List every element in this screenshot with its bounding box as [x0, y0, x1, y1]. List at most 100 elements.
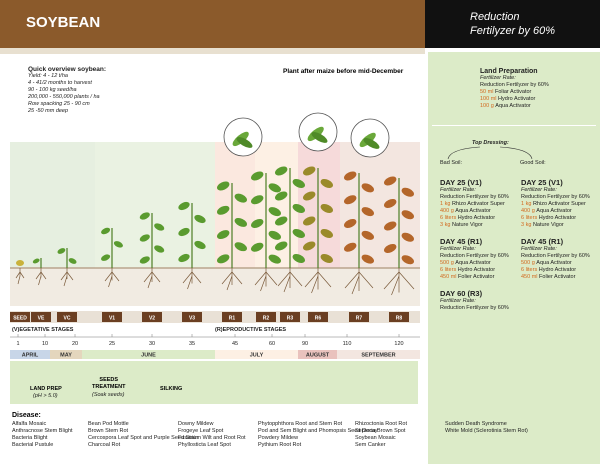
stage-box	[349, 312, 369, 322]
right-panel	[428, 52, 600, 464]
dose-product: Rhizo Activator Super	[532, 201, 586, 207]
leaf	[292, 254, 305, 263]
disease-item: Soybean Mosaic	[355, 435, 396, 441]
roots	[221, 268, 243, 291]
day-label: 60	[269, 341, 275, 347]
dose-line: 6 liters Hydro Activator	[521, 215, 590, 222]
lp-title: Land Preparation	[480, 68, 538, 75]
flow-seeds-line: TREATMENT	[92, 384, 126, 390]
leaf	[154, 245, 165, 253]
leaf	[401, 187, 414, 197]
land-preparation: Land Preparation Fertilizer Rate: Reduct…	[480, 68, 549, 110]
stage-box	[308, 312, 328, 322]
dose-product: Folier Activator	[539, 274, 576, 280]
disease-column: Phytopphthora Root and Stem Rot Pod and S…	[258, 421, 378, 449]
disease-heading: Disease:	[12, 412, 41, 419]
roots	[304, 268, 332, 294]
dose-product: Aqua Activator	[536, 208, 572, 214]
dose-product: Nature Vigor	[451, 222, 483, 228]
disease-item: Rhizoctonia Root Rot	[355, 421, 407, 427]
flow-land-prep: LAND PREP	[30, 386, 62, 392]
leaf	[401, 210, 414, 220]
dose-rate: Fertilizer Rate:	[521, 246, 557, 252]
dose-product: Folier Activator	[458, 274, 495, 280]
flow-seeds-line: SEEDS	[99, 377, 119, 383]
dose-day: DAY 25 (V1)	[440, 178, 482, 187]
disease-item: Powdery Mildew	[258, 435, 299, 441]
stage-label: VE	[38, 316, 45, 322]
day-label: 20	[72, 341, 78, 347]
dose-line: 6 liters Hydro Activator	[440, 215, 509, 222]
overview-heading: Quick overview soybean:	[28, 66, 107, 73]
pod	[236, 137, 253, 148]
leaf	[361, 254, 374, 264]
dose-reduction: Reduction Fertilyzer by 60%	[521, 194, 590, 200]
overview: Quick overview soybean: Yield: 4 - 12 t/…	[28, 66, 106, 115]
dose-amount: 450 ml	[521, 274, 538, 280]
dose-line: 3 kg Nature Vigor	[440, 222, 509, 229]
leaf	[234, 242, 247, 252]
stage-box	[256, 312, 276, 322]
dose-reduction: Reduction Fertilyzer by 60%	[521, 253, 590, 259]
good-column: DAY 25 (V1) Fertilizer Rate: Reduction Fer…	[521, 178, 590, 289]
leaf	[68, 258, 77, 264]
leaf	[361, 183, 374, 193]
dose-line: 450 ml Folier Activator	[440, 274, 509, 281]
roots	[254, 268, 278, 292]
stage-label: R6	[315, 316, 322, 322]
leaf	[344, 219, 357, 228]
day-label: 45	[232, 341, 238, 347]
leaf	[275, 166, 288, 176]
dose-line: 1 kg Rhizo Activator Super	[440, 201, 509, 208]
leaf	[320, 254, 333, 263]
overview-item: 200,000 - 550,000 plants / ha	[28, 94, 100, 100]
pod	[311, 132, 328, 143]
dose-reduction: Reduction Fertilyzer by 60%	[440, 253, 509, 259]
stage-label: R3	[287, 316, 294, 322]
leaf	[101, 254, 111, 261]
divider	[432, 125, 596, 126]
dose-rate: Fertilizer Rate:	[440, 187, 476, 193]
disease-item: Fusarium Wilt and Root Rot	[178, 435, 246, 441]
stage-box	[142, 312, 162, 322]
flow-box	[10, 361, 418, 404]
dose-rate: Fertilizer Rate:	[521, 187, 557, 193]
leaf	[320, 179, 333, 188]
day-label: 25	[109, 341, 115, 347]
stage-label: V3	[189, 316, 195, 322]
day-label: 10	[42, 341, 48, 347]
roots	[15, 268, 25, 285]
leaf	[303, 216, 316, 226]
dose-product: Hydro Activator	[538, 267, 577, 273]
stage-label: R8	[396, 316, 403, 322]
leaf	[194, 214, 206, 224]
disease-item: Sem Canker	[355, 442, 386, 448]
disease-item: Charcoal Rot	[88, 442, 121, 448]
soil	[10, 268, 420, 306]
day-label: 90	[302, 341, 308, 347]
dose-day: DAY 45 (R1)	[440, 237, 483, 246]
leaf	[32, 258, 40, 264]
dose-product: Hydro Activator	[498, 96, 536, 102]
leaf	[268, 230, 281, 240]
roots	[344, 268, 374, 295]
leaf	[234, 217, 247, 227]
right-title-line: Fertilyzer by 60%	[470, 25, 555, 37]
day-label: 1	[16, 341, 19, 347]
dose-product: Hydro Activator	[538, 215, 577, 221]
overview-item: 90 - 100 kg seed/ha	[28, 87, 77, 93]
dose-amount: 100 g	[480, 103, 494, 109]
td-arrows	[447, 146, 533, 160]
flow-seeds: SEEDS TREATMENT	[92, 377, 126, 391]
flow-seeds-note: (Soak seeds)	[92, 392, 125, 398]
dose-amount: 3 kg	[521, 222, 532, 228]
month-box	[50, 350, 82, 359]
td-title: Top Dressing:	[472, 140, 509, 146]
disease-item: Bean Pod Mottle	[88, 421, 129, 427]
dose-line: 450 ml Folier Activator	[521, 274, 590, 281]
disease-item: Cercospora Leaf Spot and Purple Seed Sta…	[88, 435, 199, 441]
dose-product: Hydro Activator	[457, 267, 496, 273]
leaf	[275, 241, 288, 251]
lp-reduction: Reduction Fertilyzer by 60%	[480, 82, 549, 88]
leaf	[57, 248, 66, 254]
